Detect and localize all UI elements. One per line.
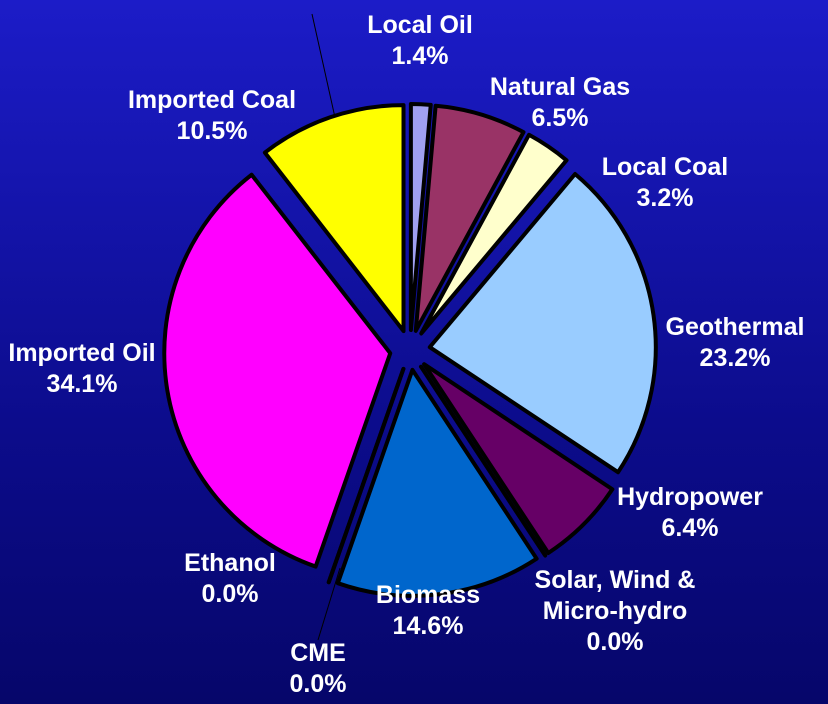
value-label: 10.5% <box>176 117 248 145</box>
slice-label: Ethanol 0.0% <box>184 548 276 610</box>
leader-line <box>311 13 337 123</box>
value-label: 34.1% <box>46 370 118 398</box>
category-label: Biomass <box>375 581 481 609</box>
category-label: Imported Coal <box>127 86 297 114</box>
slice-label: Biomass 14.6% <box>376 580 480 642</box>
pie-slice <box>162 172 393 569</box>
category-label: Hydropower <box>617 483 763 511</box>
slice-label: Hydropower 6.4% <box>617 482 763 544</box>
value-label: 14.6% <box>392 612 464 640</box>
slice-label: CME 0.0% <box>290 638 347 700</box>
pie-slice <box>427 172 658 475</box>
value-label: 1.4% <box>391 42 449 70</box>
category-label: Ethanol <box>184 549 276 577</box>
pie-slice <box>408 102 433 333</box>
pie-slice <box>413 103 526 333</box>
slice-label: Imported Coal 10.5% <box>128 85 296 147</box>
value-label: 6.5% <box>531 104 589 132</box>
pie-slice <box>262 103 406 334</box>
category-label: Local Oil <box>367 11 473 39</box>
pie-slice <box>326 366 406 585</box>
value-label: 23.2% <box>699 344 771 372</box>
pie-slice <box>418 364 548 558</box>
slice-label: Local Coal 3.2% <box>602 152 728 214</box>
pie-slice <box>419 132 569 336</box>
value-label: 3.2% <box>636 184 694 212</box>
pie-slice <box>335 367 539 598</box>
value-label: 0.0% <box>201 580 259 608</box>
slice-label: Solar, Wind & Micro-hydro 0.0% <box>500 565 730 658</box>
category-label: Solar, Wind & Micro-hydro <box>534 566 696 625</box>
category-label: Local Coal <box>601 153 729 181</box>
category-label: Natural Gas <box>489 73 631 101</box>
slice-label: Imported Oil 34.1% <box>8 338 155 400</box>
value-label: 6.4% <box>661 514 719 542</box>
leader-line <box>317 567 341 641</box>
slice-label: Natural Gas 6.5% <box>490 72 630 134</box>
category-label: Imported Oil <box>8 339 156 367</box>
slice-label: Geothermal 23.2% <box>666 312 805 374</box>
category-label: Geothermal <box>665 313 805 341</box>
value-label: 0.0% <box>289 670 347 698</box>
category-label: CME <box>290 639 346 667</box>
pie-slice <box>422 362 615 555</box>
slice-label: Local Oil 1.4% <box>367 10 473 72</box>
value-label: 0.0% <box>586 628 644 656</box>
